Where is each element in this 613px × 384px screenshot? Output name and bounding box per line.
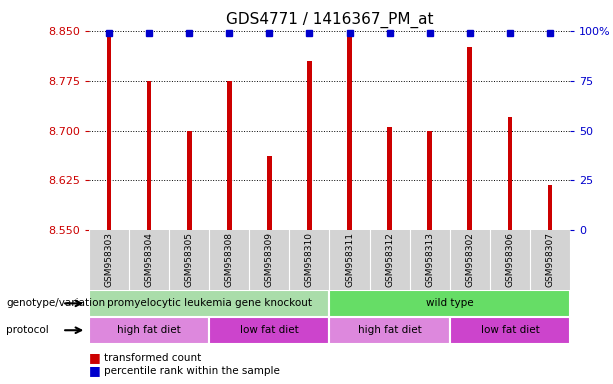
Text: high fat diet: high fat diet [117, 325, 181, 335]
Bar [347, 34, 352, 230]
Bar [187, 131, 191, 230]
Text: GSM958310: GSM958310 [305, 232, 314, 287]
Bar [508, 117, 512, 230]
Bar [209, 317, 330, 344]
Text: GSM958313: GSM958313 [425, 232, 434, 287]
Text: high fat diet: high fat diet [358, 325, 422, 335]
Text: percentile rank within the sample: percentile rank within the sample [104, 366, 280, 376]
Bar [227, 81, 232, 230]
Text: promyelocytic leukemia gene knockout: promyelocytic leukemia gene knockout [107, 298, 311, 308]
Text: low fat diet: low fat diet [240, 325, 299, 335]
Text: GSM958308: GSM958308 [225, 232, 234, 287]
Bar [427, 131, 432, 230]
Bar [89, 290, 330, 317]
Text: ■: ■ [89, 351, 101, 364]
Bar [450, 317, 570, 344]
Text: genotype/variation: genotype/variation [6, 298, 105, 308]
Text: GSM958303: GSM958303 [104, 232, 113, 287]
Bar [330, 317, 450, 344]
Text: GSM958305: GSM958305 [185, 232, 194, 287]
Bar [89, 317, 209, 344]
Bar [267, 156, 272, 230]
Text: ■: ■ [89, 364, 101, 377]
Bar [307, 61, 312, 230]
Bar [387, 127, 392, 230]
Text: GSM958312: GSM958312 [385, 232, 394, 287]
Text: low fat diet: low fat diet [481, 325, 539, 335]
Text: protocol: protocol [6, 325, 49, 335]
Text: GSM958307: GSM958307 [546, 232, 555, 287]
Text: GSM958302: GSM958302 [465, 232, 474, 287]
Bar [147, 81, 151, 230]
Text: transformed count: transformed count [104, 353, 202, 363]
Text: wild type: wild type [426, 298, 474, 308]
Bar [468, 47, 472, 230]
Bar [330, 290, 570, 317]
Text: GSM958304: GSM958304 [145, 232, 153, 287]
Text: GSM958306: GSM958306 [506, 232, 514, 287]
Text: GSM958309: GSM958309 [265, 232, 274, 287]
Bar [107, 37, 112, 230]
Bar [89, 230, 570, 290]
Bar [547, 185, 552, 230]
Text: GSM958311: GSM958311 [345, 232, 354, 287]
Title: GDS4771 / 1416367_PM_at: GDS4771 / 1416367_PM_at [226, 12, 433, 28]
